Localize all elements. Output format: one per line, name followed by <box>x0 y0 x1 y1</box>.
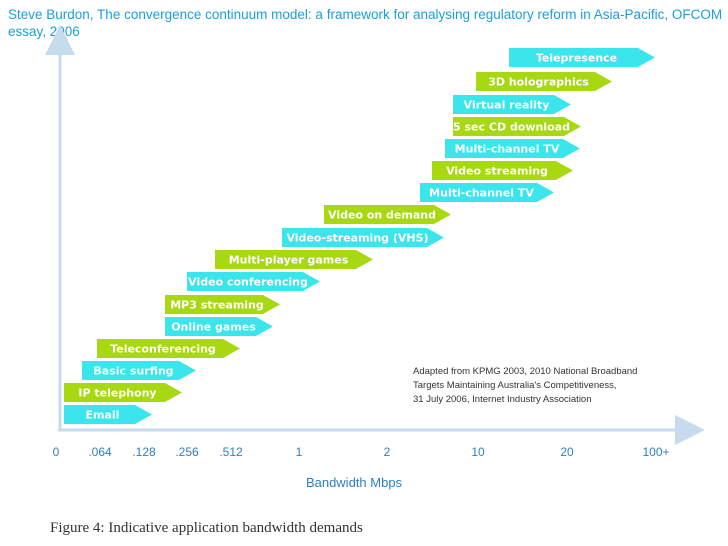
arrow-shape <box>165 295 280 314</box>
arrow-shape <box>215 250 373 269</box>
application-label: 3D holographics <box>488 76 589 89</box>
source-line-3: 31 July 2006, Internet Industry Associat… <box>413 394 592 405</box>
source-note: Adapted from KPMG 2003, 2010 National Br… <box>413 366 637 405</box>
arrow-shape <box>509 48 655 67</box>
application-bar: Email <box>64 405 152 424</box>
x-tick-label: 2 <box>384 445 391 459</box>
arrow-shape <box>453 95 571 114</box>
application-label: Video-streaming (VHS) <box>286 232 428 245</box>
arrow-shape <box>282 228 444 247</box>
x-tick-label: .064 <box>88 445 112 459</box>
application-bar: Video on demand <box>324 205 451 224</box>
arrow-shape <box>445 139 580 158</box>
x-tick-label: 0 <box>53 445 60 459</box>
application-bar: Multi-channel TV <box>445 139 580 158</box>
x-tick-label: 20 <box>560 445 574 459</box>
application-label: Email <box>86 409 120 422</box>
x-tick-label: .512 <box>219 445 243 459</box>
x-tick-label: 1 <box>296 445 303 459</box>
arrow-shape <box>453 117 581 136</box>
application-label: Video conferencing <box>188 276 308 289</box>
x-tick-label: .128 <box>132 445 156 459</box>
application-bar: Online games <box>165 317 273 336</box>
figure-caption: Figure 4: Indicative application bandwid… <box>50 520 363 536</box>
application-bar: Video streaming <box>432 161 573 180</box>
application-bars: Email IP telephony Basic surfing Teleconfer… <box>64 48 655 424</box>
application-label: Virtual reality <box>464 99 550 112</box>
application-label: 5 sec CD download <box>453 121 570 134</box>
x-tick-label: .256 <box>175 445 199 459</box>
application-bar: 5 sec CD download <box>453 117 581 136</box>
application-bar: Virtual reality <box>453 95 571 114</box>
arrow-shape <box>165 317 273 336</box>
application-label: Telepresence <box>536 52 617 65</box>
arrow-shape <box>97 339 240 358</box>
application-bar: Multi-channel TV <box>420 183 554 202</box>
arrow-shape <box>187 272 320 291</box>
arrow-shape <box>420 183 554 202</box>
x-tick-label: 100+ <box>642 445 669 459</box>
application-bar: Video conferencing <box>187 272 320 291</box>
application-label: Online games <box>171 321 256 334</box>
application-label: IP telephony <box>78 387 156 400</box>
application-bar: Basic surfing <box>82 361 196 380</box>
application-label: Multi-player games <box>229 254 349 267</box>
application-bar: Multi-player games <box>215 250 373 269</box>
application-bar: Teleconferencing <box>97 339 240 358</box>
application-bar: 3D holographics <box>476 72 612 91</box>
x-tick-label: 10 <box>471 445 485 459</box>
arrow-shape <box>324 205 451 224</box>
application-bar: Video-streaming (VHS) <box>282 228 444 247</box>
axis-ticks: 0 .064 .128 .256 .512 1 2 10 20 100+ <box>53 445 670 459</box>
application-bar: IP telephony <box>64 383 182 402</box>
application-label: Basic surfing <box>93 365 173 378</box>
application-label: Multi-channel TV <box>455 143 560 156</box>
application-label: Multi-channel TV <box>429 187 534 200</box>
application-label: Video streaming <box>446 165 548 178</box>
arrow-shape <box>82 361 196 380</box>
application-label: Teleconferencing <box>110 343 216 356</box>
source-line-2: Targets Maintaining Australia's Competit… <box>413 380 617 391</box>
arrow-shape <box>64 405 152 424</box>
arrow-shape <box>476 72 612 91</box>
application-bar: MP3 streaming <box>165 295 280 314</box>
application-bar: Telepresence <box>509 48 655 67</box>
application-label: Video on demand <box>328 209 436 222</box>
source-line-1: Adapted from KPMG 2003, 2010 National Br… <box>413 366 637 377</box>
arrow-shape <box>64 383 182 402</box>
application-label: MP3 streaming <box>170 299 264 312</box>
arrow-shape <box>432 161 573 180</box>
x-axis-title: Bandwidth Mbps <box>306 475 403 490</box>
